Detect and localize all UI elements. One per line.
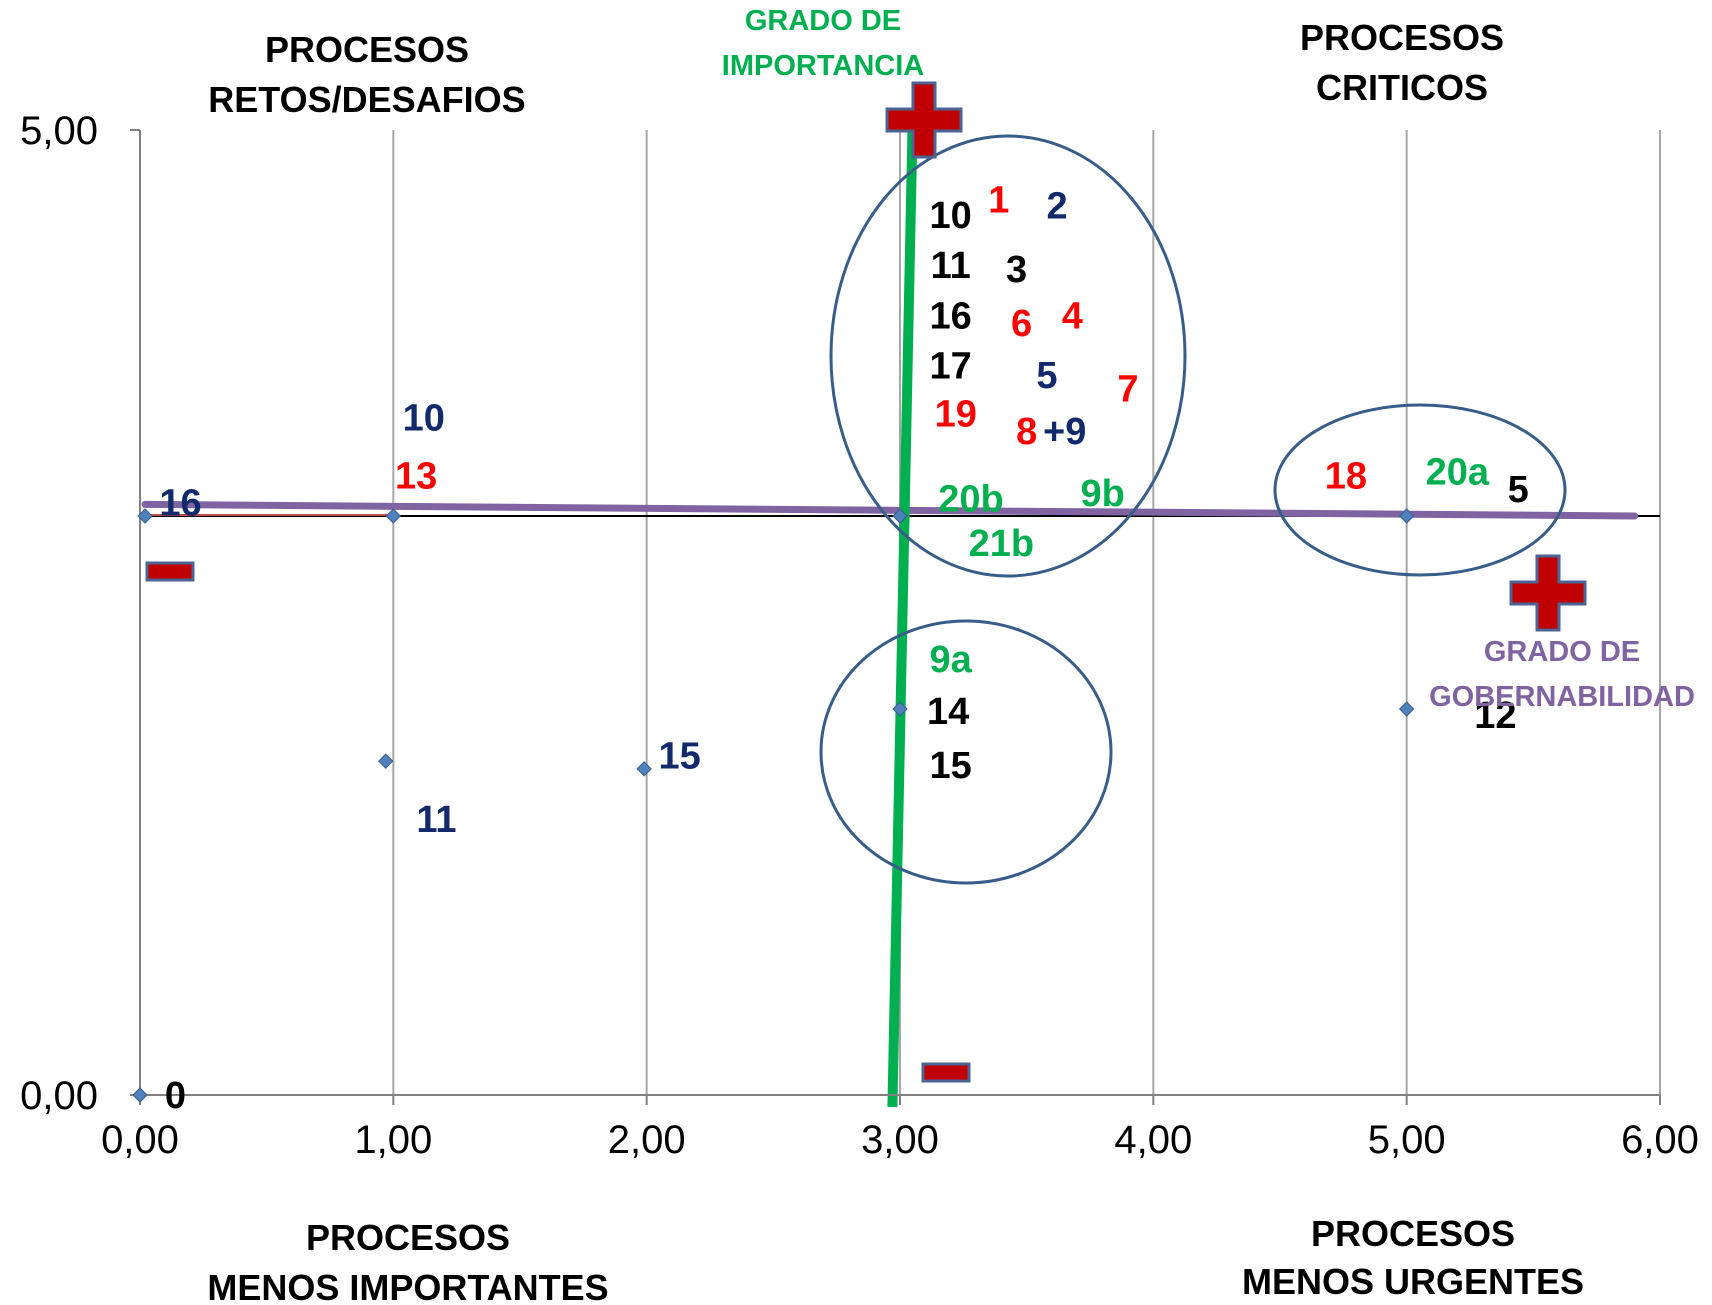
point-label: 8 [1016, 411, 1037, 453]
quadrant-bottom-left-line1: PROCESOS [306, 1217, 510, 1258]
cluster-ellipses [819, 134, 1567, 885]
governability-title-line2: GOBERNABILIDAD [1429, 681, 1695, 713]
point-label: 18 [1325, 455, 1367, 497]
point-label: 3 [1006, 249, 1027, 291]
importance-title-line1: GRADO DE [745, 5, 901, 37]
x-tick-label: 6,00 [1621, 1118, 1699, 1162]
y-tick-label: 0,00 [20, 1074, 98, 1118]
x-tick-label: 4,00 [1114, 1118, 1192, 1162]
axes [139, 130, 1660, 1096]
data-point [132, 1087, 148, 1103]
data-point [1398, 701, 1415, 717]
data-point [1398, 508, 1415, 524]
point-label: 20b [938, 479, 1003, 521]
axis-titles: GRADO DE IMPORTANCIA GRADO DE GOBERNABIL… [722, 5, 1695, 713]
point-label: +9 [1043, 411, 1086, 453]
importance-title-line2: IMPORTANCIA [722, 50, 925, 82]
x-tick-label: 1,00 [354, 1118, 432, 1162]
x-tick-labels: 0,00 1,00 2,00 3,00 4,00 5,00 6,00 [101, 1118, 1699, 1162]
point-label: 1 [988, 179, 1009, 221]
quadrant-top-left-line2: RETOS/DESAFIOS [208, 79, 525, 120]
point-label: 11 [931, 245, 971, 287]
point-label: 5 [1508, 469, 1529, 511]
cluster-ellipse-critical-main [829, 134, 1187, 578]
plus-marker-right [1509, 554, 1587, 632]
point-label: 9b [1080, 473, 1124, 515]
point-label: 10 [403, 398, 445, 440]
x-tick-label: 3,00 [861, 1118, 939, 1162]
point-label: 13 [395, 455, 437, 497]
quadrant-bottom-right-line2: MENOS URGENTES [1242, 1261, 1584, 1302]
point-label: 20a [1426, 452, 1490, 494]
cluster-ellipse-lower [819, 619, 1113, 885]
point-label: 10 [930, 195, 972, 237]
quadrant-top-right-line1: PROCESOS [1300, 17, 1504, 58]
data-point [892, 701, 908, 717]
quadrant-top-left-line1: PROCESOS [265, 29, 469, 70]
data-point [892, 508, 908, 524]
point-label: 14 [927, 691, 969, 733]
point-label: 0 [165, 1075, 186, 1117]
x-tick-label: 5,00 [1368, 1118, 1446, 1162]
quadrant-labels: PROCESOS RETOS/DESAFIOS PROCESOS CRITICO… [207, 17, 1584, 1305]
data-point [385, 508, 402, 524]
point-label: 16 [159, 482, 201, 524]
point-label: 15 [658, 735, 700, 777]
data-point [137, 508, 153, 524]
point-label: 15 [930, 745, 972, 787]
quadrant-bottom-left-line2: MENOS IMPORTANTES [207, 1267, 608, 1305]
governability-title-line1: GRADO DE [1484, 636, 1640, 668]
plus-marker-top [885, 81, 963, 159]
importance-line [887, 119, 918, 1108]
y-tick-labels: 0,00 5,00 [20, 109, 98, 1118]
minus-marker-left [145, 561, 195, 582]
y-tick-label: 5,00 [20, 109, 98, 153]
point-label: 12 [1474, 695, 1516, 737]
x-tick-label: 0,00 [101, 1118, 179, 1162]
governability-line [141, 500, 1639, 520]
point-label: 9a [930, 639, 973, 681]
point-label: 4 [1062, 295, 1083, 337]
point-label: 5 [1036, 355, 1057, 397]
sign-markers [145, 81, 1587, 1083]
point-label: 7 [1117, 369, 1138, 411]
point-label: 21b [969, 523, 1034, 565]
data-points [132, 508, 1415, 1103]
point-label: 6 [1011, 303, 1032, 345]
point-label: 2 [1046, 185, 1067, 227]
point-label: 19 [935, 394, 977, 436]
x-tick-label: 2,00 [608, 1118, 686, 1162]
point-label: 16 [930, 295, 972, 337]
point-label: 17 [930, 345, 972, 387]
minus-marker-bottom [921, 1062, 971, 1083]
quadrant-bottom-right-line1: PROCESOS [1311, 1213, 1515, 1254]
quadrant-top-right-line2: CRITICOS [1316, 67, 1488, 108]
cluster-ellipse-critical-right [1273, 403, 1567, 577]
data-point [378, 753, 394, 769]
point-label: 11 [416, 799, 456, 841]
data-point [636, 761, 652, 777]
